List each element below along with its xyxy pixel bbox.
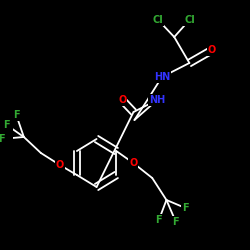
Text: F: F [0, 134, 4, 144]
Text: O: O [129, 158, 138, 168]
Text: HN: HN [154, 72, 170, 82]
Text: O: O [208, 45, 216, 55]
Text: F: F [182, 203, 189, 213]
Text: O: O [56, 160, 64, 170]
Text: F: F [156, 215, 162, 225]
Text: O: O [118, 95, 126, 105]
Text: F: F [172, 217, 179, 227]
Text: NH: NH [149, 95, 165, 105]
Text: F: F [13, 110, 20, 120]
Text: Cl: Cl [184, 15, 195, 25]
Text: F: F [4, 120, 10, 130]
Text: Cl: Cl [153, 15, 164, 25]
